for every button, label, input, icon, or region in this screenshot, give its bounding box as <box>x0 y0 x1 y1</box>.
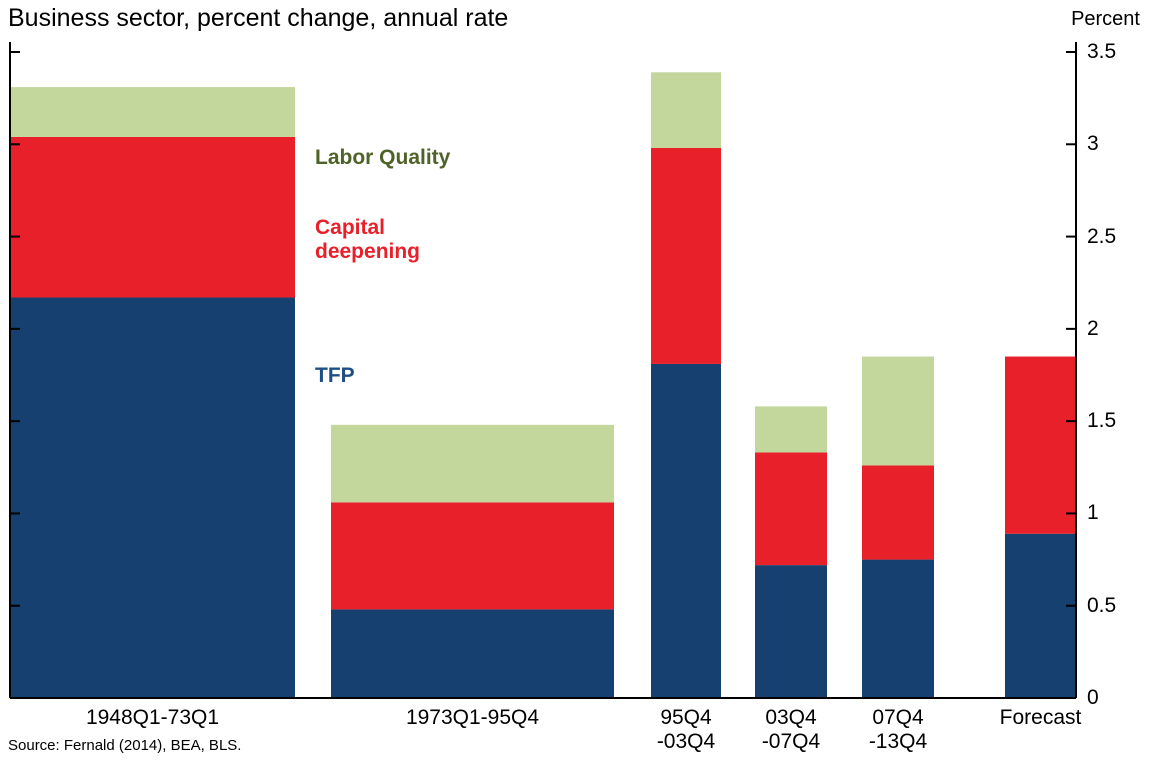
legend-label: TFP <box>315 364 355 387</box>
x-tick-label: 07Q4 -13Q4 <box>868 706 928 754</box>
bar-segment <box>1005 356 1076 534</box>
bar-segment <box>10 136 295 298</box>
bar-segment <box>651 72 721 148</box>
bar-segment <box>331 502 614 610</box>
y-tick-label: 1.5 <box>1087 409 1117 433</box>
y-tick-label: 3 <box>1087 132 1099 156</box>
y-tick-label: 0 <box>1087 685 1099 709</box>
bar-segment <box>1005 533 1076 698</box>
legend-label: Labor Quality <box>315 146 451 169</box>
x-tick-label: Forecast <box>999 706 1082 729</box>
x-tick-label: 03Q4 -07Q4 <box>761 706 821 754</box>
y-tick-label: 3.5 <box>1087 39 1117 63</box>
bar-segment <box>10 297 295 698</box>
bar-segment <box>755 452 827 566</box>
bar-segment <box>331 609 614 698</box>
x-tick-label: 95Q4 -03Q4 <box>656 706 716 754</box>
y-tick-label: 1 <box>1087 501 1099 525</box>
bar-segment <box>862 356 934 466</box>
bar-segment <box>10 87 295 137</box>
legend-label: Capital deepening <box>315 216 421 264</box>
y-tick-label: 2 <box>1087 316 1099 340</box>
subtitle: Business sector, percent change, annual … <box>8 4 509 32</box>
source: Source: Fernald (2014), BEA, BLS. <box>8 737 242 754</box>
y-tick-label: 2.5 <box>1087 224 1117 248</box>
bar-segment <box>862 465 934 560</box>
bar-segment <box>755 565 827 698</box>
x-tick-label: 1973Q1-95Q4 <box>405 706 540 729</box>
x-tick-label: 1948Q1-73Q1 <box>85 706 220 729</box>
bar-segment <box>651 147 721 364</box>
bar-segment <box>755 406 827 453</box>
y-tick-label: 0.5 <box>1087 593 1117 617</box>
bar-segment <box>862 559 934 698</box>
y-axis-label: Percent <box>1071 8 1140 30</box>
bar-segment <box>651 363 721 698</box>
bar-segment <box>331 424 614 503</box>
